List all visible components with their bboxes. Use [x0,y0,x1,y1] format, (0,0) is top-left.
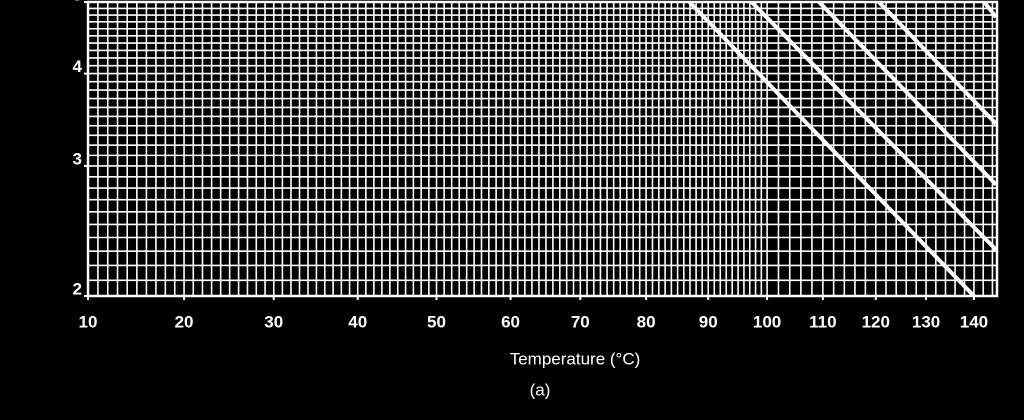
plot-frame [86,0,999,298]
curve [750,0,998,252]
caption: (a) [530,380,551,399]
x-tick-label: 120 [862,312,890,331]
x-tick-label: 90 [699,312,718,331]
x-tick-label: 40 [348,312,367,331]
x-tick-label: 60 [501,312,520,331]
x-tick-label: 70 [571,312,590,331]
y-tick-label: 4 [73,57,83,76]
curve [877,0,998,126]
x-tick-label: 30 [264,312,283,331]
y-tick-label: 2 [73,279,82,298]
x-axis-label: Temperature (°C) [510,349,641,368]
y-tick-label: 3 [73,149,82,168]
curve [982,0,998,19]
y-tick-label: 5 [73,0,82,4]
curve [817,0,998,187]
curve [687,0,976,298]
x-tick-label: 20 [175,312,194,331]
x-tick-label: 140 [960,312,988,331]
x-tick-label: 10 [79,312,98,331]
x-tick-label: 110 [809,312,836,331]
x-tick-label: 50 [427,312,446,331]
x-tick-label: 100 [753,312,781,331]
x-tick-label: 80 [637,312,656,331]
x-tick-label: 130 [912,312,940,331]
